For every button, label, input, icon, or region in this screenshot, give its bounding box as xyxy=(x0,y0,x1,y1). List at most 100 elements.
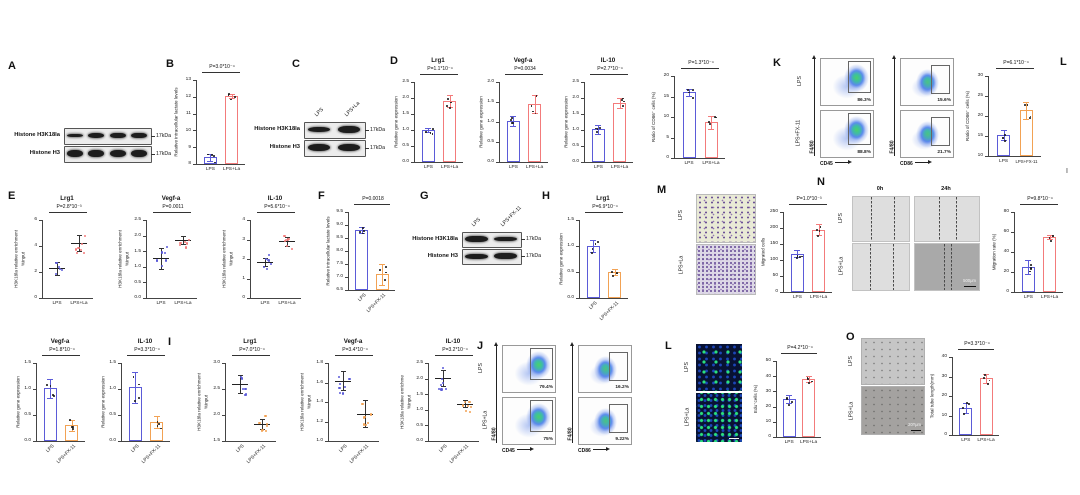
data-point xyxy=(287,238,290,241)
data-point xyxy=(213,154,215,157)
blot-panel-a: Histone H3K18la 17kDa Histone H3 17kDa xyxy=(8,126,180,168)
data-point xyxy=(54,273,57,276)
y-axis-label-line2: %input xyxy=(406,394,412,410)
n-scale-bar xyxy=(964,285,976,287)
blot-protein-label: Histone H3K18la xyxy=(14,132,60,138)
error-whisker-cap xyxy=(284,236,290,238)
y-tick-label: 20 xyxy=(663,73,669,79)
error-bar-cap xyxy=(1023,101,1030,103)
edge-tick-mark: I xyxy=(1066,168,1068,175)
y-axis-label: Migration rate (%) xyxy=(991,233,997,271)
bar-lps xyxy=(682,92,696,158)
significance-line xyxy=(585,212,623,213)
data-point xyxy=(83,234,86,237)
y-tick-label: 2.5 xyxy=(572,79,579,85)
y-tick-mark xyxy=(425,378,428,380)
flow-y-axis-label: F4/80 xyxy=(889,140,896,154)
y-tick-mark xyxy=(949,357,952,358)
data-point xyxy=(234,96,237,98)
error-bar-cap xyxy=(708,128,714,130)
data-point xyxy=(166,246,169,249)
data-point xyxy=(138,383,141,386)
data-point xyxy=(80,242,84,245)
flow-y-axis-arrow xyxy=(812,55,816,156)
data-point xyxy=(441,381,444,385)
y-tick-label: 1.0 xyxy=(24,386,31,392)
data-point xyxy=(59,267,62,271)
significance-line xyxy=(202,72,240,73)
data-point xyxy=(71,426,74,428)
flow-gate xyxy=(848,61,871,93)
significance-line xyxy=(1020,204,1058,205)
y-tick-mark xyxy=(33,389,36,390)
chart-hv: Vegf-a P=1.8*10⁻⁴ 0.0 0.5 1.0 1.5 Relative gen… xyxy=(12,338,100,476)
y-tick-label: 0.0 xyxy=(416,438,423,444)
y-tick-mark xyxy=(193,80,196,81)
error-bar xyxy=(711,115,712,129)
data-point xyxy=(714,116,717,119)
n-col-header-24h: 24h xyxy=(941,186,951,192)
cell-population-halo xyxy=(513,359,545,388)
x-category-label: LPS+La xyxy=(222,166,241,172)
y-tick-label: 8.5 xyxy=(336,235,343,241)
data-point xyxy=(384,265,387,268)
flow-gate xyxy=(609,404,628,434)
y-axis-label: H3K18la relative enrichment xyxy=(117,230,123,288)
wound-edge-line xyxy=(894,197,896,241)
data-point xyxy=(55,261,58,265)
data-point xyxy=(79,248,82,252)
y-tick-label: 40 xyxy=(1003,249,1009,255)
error-bar-cap xyxy=(207,160,214,162)
x-category-label: LPS xyxy=(792,294,802,300)
error-bar-cap xyxy=(531,95,538,97)
data-point xyxy=(363,423,366,426)
error-bar xyxy=(71,420,73,431)
y-tick-label: 0 xyxy=(666,155,669,161)
y-tick-mark xyxy=(143,251,146,253)
y-tick-label: 50 xyxy=(765,358,771,364)
error-bar xyxy=(50,379,52,398)
y-tick-mark xyxy=(39,220,42,221)
error-bar xyxy=(231,94,233,98)
data-point xyxy=(785,396,788,399)
data-point xyxy=(156,424,159,427)
significance-line xyxy=(781,353,817,354)
flow-x-axis-text: CD86 xyxy=(578,448,591,454)
y-tick-label: 1.0 xyxy=(109,386,116,392)
chart-plot-area xyxy=(250,220,301,299)
data-point xyxy=(510,119,513,121)
flow-plot: 88.8% xyxy=(820,110,874,158)
m-row-label-lps-la: LPS+La xyxy=(678,255,685,275)
x-category-label: LPS xyxy=(588,301,599,311)
mean-line xyxy=(71,242,87,244)
data-point xyxy=(441,377,444,381)
y-tick-label: 1.4 xyxy=(316,399,323,405)
y-tick-label: 1.5 xyxy=(213,438,220,444)
y-tick-label: 0 xyxy=(775,289,778,295)
y-tick-mark xyxy=(576,272,579,273)
y-tick-mark xyxy=(496,102,499,103)
y-tick-mark xyxy=(576,298,579,299)
data-point xyxy=(228,93,231,95)
chart-pvalue: P=9.8*10⁻⁴ xyxy=(1027,196,1053,202)
error-bar xyxy=(797,250,799,257)
mean-line xyxy=(357,413,373,415)
error-bar xyxy=(789,395,791,403)
chart-e3: IL-10 P=5.6*10⁻⁴ 0 1 2 3 4 H3K18la relative enr… xyxy=(220,195,316,333)
error-whisker-cap xyxy=(262,265,268,267)
data-point xyxy=(449,107,452,109)
y-tick-mark xyxy=(193,164,196,165)
chart-pvalue: P=5.6*10⁻⁴ xyxy=(264,204,290,210)
y-tick-label: 8 xyxy=(188,161,191,167)
error-bar xyxy=(210,153,212,161)
data-point xyxy=(796,256,798,259)
y-tick-mark xyxy=(576,246,579,247)
error-bar-cap xyxy=(590,252,597,254)
y-tick-label: 2.5 xyxy=(213,386,220,392)
significance-line xyxy=(335,355,373,356)
data-point xyxy=(265,258,268,261)
chart-title: Lrg1 xyxy=(60,195,74,202)
y-tick-mark xyxy=(325,421,328,423)
y-tick-label: 8.0 xyxy=(336,248,343,254)
y-tick-mark xyxy=(671,76,674,77)
